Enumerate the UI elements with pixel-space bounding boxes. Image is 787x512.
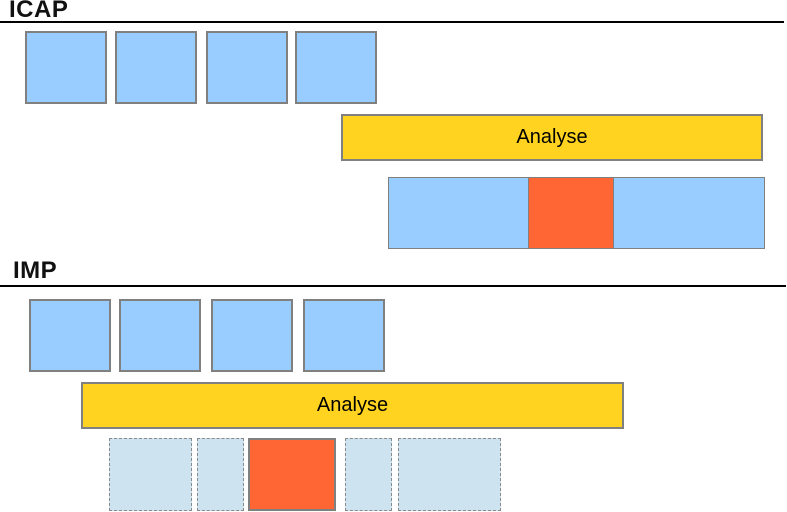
analyse-bar-label: Analyse	[516, 126, 588, 148]
input-block	[29, 299, 111, 372]
input-block	[25, 31, 107, 104]
input-block	[303, 299, 385, 372]
analyse-bar-imp: Analyse	[81, 382, 624, 429]
output-row-icap	[388, 177, 765, 249]
queue-box-pending	[109, 438, 192, 511]
analyse-bar-icap: Analyse	[341, 114, 763, 161]
analyse-bar-label: Analyse	[316, 394, 389, 416]
queue-box-pending	[398, 438, 501, 511]
input-block	[211, 299, 293, 372]
input-block	[119, 299, 201, 372]
queue-box-highlight	[248, 438, 336, 511]
output-segment-data	[613, 177, 765, 249]
output-segment-data	[388, 177, 529, 249]
input-block	[295, 31, 377, 104]
section-divider	[0, 21, 784, 23]
output-segment-highlight	[528, 177, 614, 249]
section-divider	[0, 285, 786, 287]
input-block	[206, 31, 288, 104]
section-title-imp: IMP	[13, 257, 58, 284]
queue-box-pending	[345, 438, 392, 511]
section-title-icap: ICAP	[9, 0, 69, 23]
queue-box-pending	[197, 438, 244, 511]
input-block	[115, 31, 197, 104]
